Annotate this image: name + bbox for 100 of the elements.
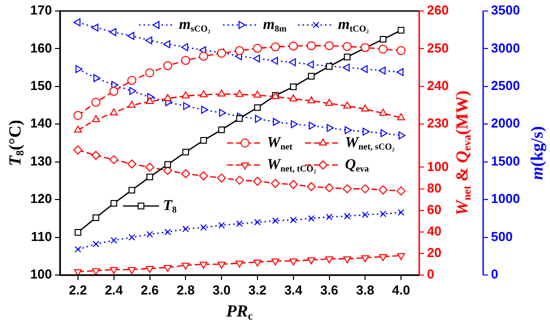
point — [145, 68, 154, 78]
y3-tick-label: 500 — [491, 228, 513, 244]
point — [199, 171, 208, 180]
point — [326, 214, 333, 220]
point — [200, 137, 207, 144]
y-tick-label: 150 — [30, 78, 52, 94]
point — [110, 200, 118, 207]
point — [396, 68, 404, 76]
y3-tick-label: 0 — [491, 266, 498, 282]
x-tick-label: 2.4 — [104, 282, 124, 298]
y2-tick-label: 40 — [427, 223, 442, 238]
y3-tick-label: 3000 — [491, 40, 520, 56]
point — [308, 72, 315, 80]
point — [306, 41, 316, 50]
point — [164, 228, 172, 236]
point — [380, 36, 386, 43]
point — [378, 66, 386, 75]
point — [362, 128, 370, 136]
point — [217, 174, 226, 183]
y-tick-label: 100 — [30, 266, 52, 282]
point — [164, 94, 172, 101]
x-tick-label: 3.6 — [320, 282, 338, 298]
point — [342, 64, 350, 72]
point — [146, 174, 154, 180]
point — [379, 254, 388, 262]
point — [127, 160, 136, 169]
point — [306, 182, 316, 192]
point — [288, 42, 298, 51]
y-axis-title: T8(°C) — [5, 120, 27, 166]
y3-tick-label: 1500 — [491, 153, 520, 168]
point — [254, 104, 261, 111]
point — [362, 211, 368, 218]
point — [308, 122, 316, 130]
point — [290, 120, 298, 128]
y3-axis-title: m(kg/s) — [527, 126, 546, 180]
x-tick-label: 3.2 — [248, 282, 266, 298]
point — [164, 161, 172, 168]
point — [236, 220, 243, 228]
point — [74, 269, 82, 275]
point — [145, 162, 154, 172]
point — [128, 186, 136, 194]
point — [235, 46, 244, 56]
point — [146, 266, 154, 274]
point — [145, 36, 152, 44]
y2-tick-label: 260 — [427, 2, 449, 18]
y2-tick-label: 60 — [427, 202, 442, 217]
point — [270, 42, 280, 52]
point — [290, 216, 297, 224]
point — [396, 46, 406, 56]
point — [254, 114, 262, 123]
point — [325, 256, 334, 264]
point — [344, 212, 351, 220]
point — [253, 90, 262, 98]
point — [326, 124, 334, 132]
y-tick-label: 140 — [30, 116, 52, 131]
point — [307, 257, 316, 264]
point — [146, 97, 154, 104]
point — [109, 86, 118, 96]
point — [93, 74, 100, 82]
point — [127, 32, 134, 40]
point — [92, 268, 100, 275]
point — [146, 230, 154, 238]
point — [109, 155, 118, 164]
point — [110, 236, 118, 244]
y2-tick-label: 100 — [427, 158, 449, 174]
point — [343, 256, 352, 264]
point — [307, 96, 316, 104]
point — [181, 169, 190, 178]
point — [342, 42, 352, 51]
point — [288, 180, 298, 189]
point — [163, 40, 170, 48]
point — [380, 129, 388, 138]
point — [92, 115, 100, 122]
point — [73, 146, 82, 155]
point — [75, 65, 82, 74]
x-tick-label: 2.6 — [140, 282, 159, 298]
point — [343, 102, 352, 109]
x-tick-label: 3.0 — [212, 282, 231, 298]
y-tick-label: 170 — [30, 2, 52, 18]
point — [398, 209, 404, 216]
y-tick-label: 110 — [31, 228, 52, 244]
y2-tick-label: 80 — [427, 180, 442, 196]
point — [129, 86, 136, 95]
point — [236, 90, 244, 97]
point — [199, 52, 208, 61]
point — [200, 224, 207, 231]
point — [183, 102, 190, 110]
y2-tick-label: 250 — [427, 40, 449, 56]
point — [92, 240, 100, 248]
point — [128, 100, 136, 108]
point — [324, 183, 334, 192]
point — [200, 90, 208, 98]
point — [200, 262, 208, 269]
y2-tick-label: 240 — [427, 78, 449, 94]
point — [201, 106, 208, 114]
x-tick-label: 3.8 — [356, 282, 374, 298]
point — [324, 41, 334, 50]
point — [218, 89, 226, 96]
point — [254, 218, 261, 226]
point — [252, 44, 262, 53]
